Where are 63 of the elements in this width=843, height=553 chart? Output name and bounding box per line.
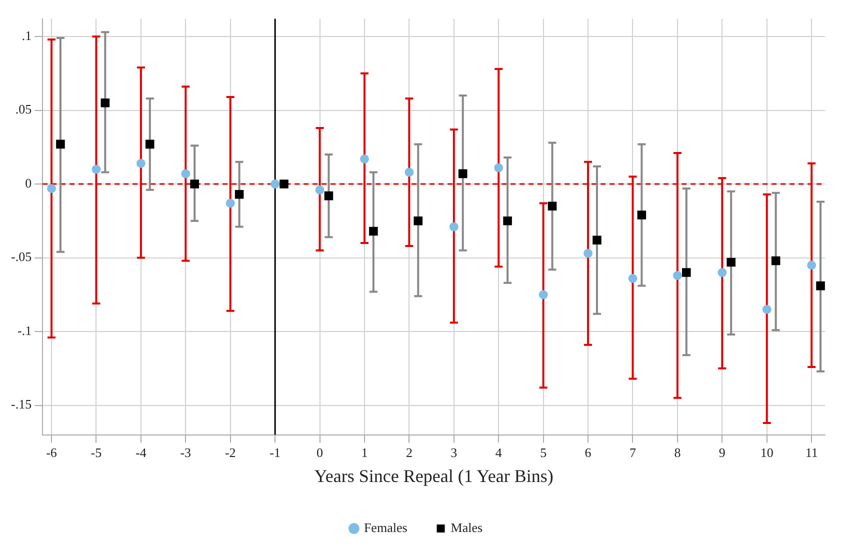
x-tick-label: 11 <box>805 445 818 460</box>
x-tick-label: 10 <box>760 445 774 460</box>
legend-label: Males <box>450 520 483 535</box>
x-tick-label: 0 <box>316 445 324 460</box>
x-tick-label: -6 <box>46 445 58 460</box>
point <box>190 180 199 188</box>
point <box>324 191 334 200</box>
point <box>226 198 235 208</box>
point <box>360 154 369 164</box>
point <box>414 216 423 226</box>
x-tick-label: 3 <box>450 445 458 460</box>
point <box>136 158 146 168</box>
y-tick-label: -.05 <box>10 249 32 264</box>
x-tick-label: 5 <box>540 445 547 460</box>
point <box>270 180 280 189</box>
x-tick-label: 9 <box>718 445 726 460</box>
x-tick-label: -3 <box>180 445 192 460</box>
x-tick-label: 6 <box>584 445 592 460</box>
y-tick-label: .1 <box>22 28 32 43</box>
y-tick-label: -.15 <box>10 396 32 412</box>
y-tick-label: .05 <box>15 102 32 117</box>
point <box>682 268 691 277</box>
point <box>771 256 780 266</box>
point <box>538 290 548 300</box>
point <box>726 258 736 267</box>
point <box>449 222 458 232</box>
x-tick-label: -1 <box>270 445 280 460</box>
point <box>369 226 378 236</box>
x-tick-label: 4 <box>495 445 502 460</box>
point <box>628 274 638 283</box>
x-tick-label: -5 <box>90 445 102 460</box>
point <box>145 140 154 149</box>
point <box>47 184 56 193</box>
point <box>56 140 65 149</box>
y-tick-label: 0 <box>25 175 32 190</box>
point <box>494 163 504 172</box>
point <box>718 268 727 278</box>
x-axis-title: Years Since Repeal (1 Year Bins) <box>314 466 554 486</box>
point <box>315 185 324 194</box>
point <box>807 260 816 270</box>
point <box>458 169 468 178</box>
point <box>816 281 825 290</box>
point <box>503 216 512 226</box>
point <box>762 304 772 314</box>
x-tick-label: 2 <box>406 445 412 460</box>
point <box>280 180 288 188</box>
x-tick-label: 7 <box>630 445 636 460</box>
x-tick-label: 8 <box>674 445 681 460</box>
y-tick-label: -.1 <box>17 322 32 338</box>
point <box>181 169 190 178</box>
point <box>584 248 593 258</box>
x-tick-label: -2 <box>224 445 236 460</box>
point <box>548 202 557 211</box>
point <box>100 98 110 108</box>
point <box>672 270 682 280</box>
point <box>234 190 244 199</box>
legend-label: Females <box>364 520 408 535</box>
point <box>592 236 602 244</box>
x-tick-label: 1 <box>361 445 368 460</box>
point <box>637 210 646 220</box>
point <box>92 164 101 174</box>
point <box>404 168 414 177</box>
x-tick-label: -4 <box>136 445 147 460</box>
